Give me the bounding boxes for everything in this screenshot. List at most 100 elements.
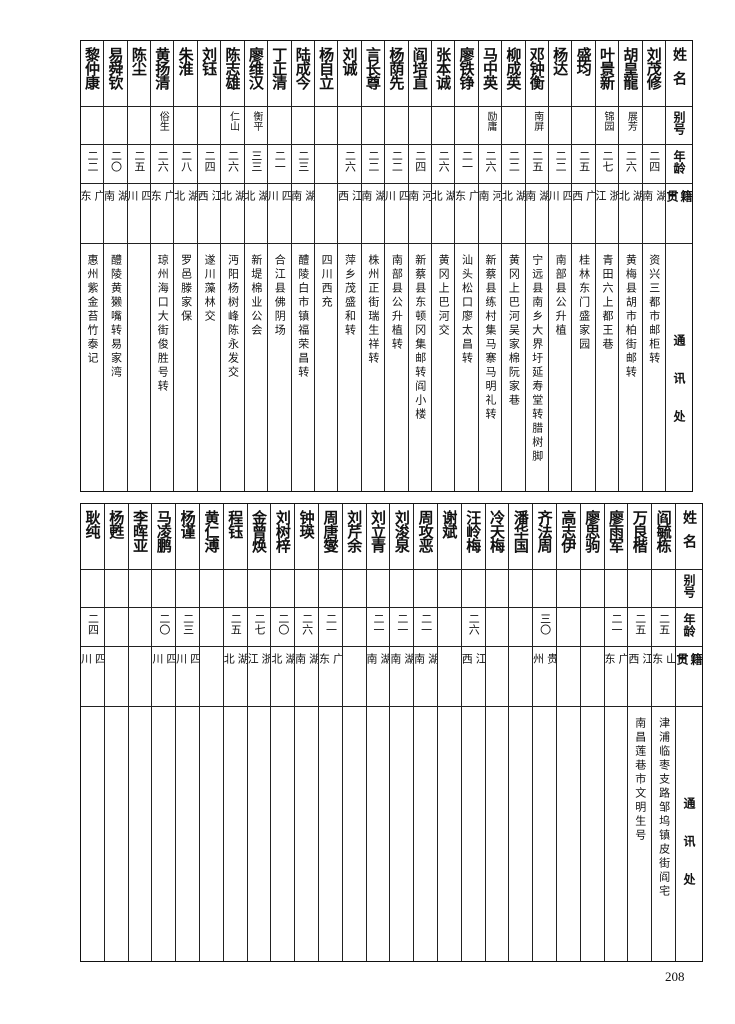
alias-cell [80, 107, 104, 145]
person-native: 湖南 [525, 190, 548, 229]
address-cell: 醴陵白市镇福荣昌转 [292, 244, 314, 491]
person-column: 廖雨军 二一 广东 [603, 504, 628, 961]
person-column: 杨荫先 二二 四川 南部县公升植转 [384, 41, 408, 491]
native-cell: 山东 [652, 647, 675, 707]
person-alias: 衡平 [250, 111, 262, 131]
name-cell: 杨谨 [176, 504, 200, 570]
person-native: 四川 [268, 190, 291, 229]
person-age: 二一 [372, 613, 386, 635]
person-name: 高志伊 [559, 510, 578, 552]
person-native: 湖南 [295, 653, 319, 692]
address-cell: 黄冈上巴河吴家棉阮家巷 [502, 244, 524, 491]
person-native: 江西 [338, 190, 361, 229]
alias-cell [548, 107, 572, 145]
person-address: 醴陵白市镇福荣昌转 [296, 254, 310, 380]
person-address: 新蔡县东顿冈集邮转阎小楼 [413, 254, 427, 422]
native-cell: 江西 [338, 184, 361, 244]
person-column: 马凌鹏 二〇 四川 [151, 504, 176, 961]
address-cell: 宁远县南乡大界圩延寿堂转腊树脚 [526, 244, 548, 491]
native-cell: 四川 [176, 647, 200, 707]
person-name: 金曾焕 [250, 510, 269, 552]
address-cell: 罗邑滕家保 [174, 244, 196, 491]
header-cell-address: 通讯处 [666, 244, 692, 491]
alias-cell [408, 107, 431, 145]
header-column: 姓名 别号 年龄 籍贯 通讯处 [675, 504, 702, 961]
person-column: 张本诚 二六 湖北 黄冈上巴河交 [430, 41, 455, 491]
person-column: 黄扬清 俗生 二六 广东 琼州海口大街俊胜号转 [150, 41, 174, 491]
native-cell: 浙江 [595, 184, 619, 244]
alias-cell [580, 570, 604, 608]
person-name: 刘芹余 [345, 510, 364, 552]
roster-table-top: 姓名 别号 年龄 籍贯 通讯处 刘茂修 二四 湖南 资兴三都市邮柜转 胡皇龍 展芳 二六 湖北 黄梅县胡市… [80, 40, 693, 492]
person-native: 河南 [408, 190, 431, 229]
name-cell: 万良楷 [628, 504, 652, 570]
alias-cell [628, 570, 652, 608]
person-column: 刘诚 二六 江西 萍乡茂盛和转 [337, 41, 361, 491]
native-cell: 四川 [152, 647, 176, 707]
person-alias: 南屏 [531, 111, 543, 131]
person-address: 萍乡茂盛和转 [343, 254, 357, 338]
person-column: 阎培直 二四 河南 新蔡县东顿冈集邮转阎小楼 [407, 41, 431, 491]
name-cell: 朱淮 [174, 41, 197, 107]
age-cell: 二五 [525, 145, 548, 184]
alias-cell [271, 570, 295, 608]
native-cell: 河南 [478, 184, 502, 244]
address-cell [248, 707, 271, 961]
address-cell [200, 707, 223, 961]
address-cell: 南部县公升植转 [385, 244, 407, 491]
person-name: 李晖亚 [131, 510, 150, 552]
address-cell: 资兴三都市邮柜转 [643, 244, 665, 491]
native-cell: 湖北 [619, 184, 642, 244]
name-cell: 邓钟衡 [525, 41, 548, 107]
age-cell: 二五 [652, 608, 675, 647]
name-cell: 阎培直 [408, 41, 431, 107]
native-cell: 江西 [461, 647, 485, 707]
native-cell: 贵州 [533, 647, 557, 707]
person-native: 广东 [604, 653, 628, 692]
alias-cell [533, 570, 557, 608]
alias-cell [485, 570, 509, 608]
person-name: 刘诚 [340, 47, 359, 75]
person-column: 陆成今 二三 湖南 醴陵白市镇福荣昌转 [290, 41, 314, 491]
person-native: 贵州 [533, 653, 557, 692]
header-label-name: 姓名 [681, 510, 697, 558]
person-name: 叶景新 [597, 47, 616, 89]
address-cell [414, 707, 437, 961]
person-age: 二一 [324, 613, 338, 635]
person-name: 黄扬清 [153, 47, 172, 89]
person-name: 刘钰 [200, 47, 219, 75]
person-column: 马中英 励庸 二六 河南 新蔡县练村集马寨马明礼转 [477, 41, 502, 491]
person-age: 二八 [179, 150, 193, 172]
address-cell [343, 707, 366, 961]
person-column: 陈志雄 仁山 二六 湖北 沔阳杨树峰陈永发交 [220, 41, 244, 491]
age-cell [557, 608, 580, 647]
alias-cell [176, 570, 200, 608]
age-cell: 二六 [431, 145, 455, 184]
address-cell [128, 244, 150, 491]
name-cell: 马中英 [478, 41, 502, 107]
native-cell: 湖南 [295, 647, 319, 707]
alias-cell [557, 570, 580, 608]
name-cell: 李晖亚 [128, 504, 152, 570]
age-cell [200, 608, 223, 647]
address-cell [533, 707, 556, 961]
person-column: 胡皇龍 展芳 二六 湖北 黄梅县胡市柏街邮转 [618, 41, 642, 491]
address-cell: 四川西充 [315, 244, 337, 491]
native-cell [128, 647, 152, 707]
address-cell [462, 707, 485, 961]
person-name: 阎毓栋 [654, 510, 673, 552]
person-column: 阎毓栋 二五 山东 津浦临枣支路邹坞镇皮街阎宅 [651, 504, 675, 961]
person-address: 黄冈上巴河交 [437, 254, 451, 338]
address-cell: 新蔡县东顿冈集邮转阎小楼 [409, 244, 431, 491]
person-age: 二〇 [109, 150, 123, 172]
name-cell: 杨达 [548, 41, 572, 107]
address-cell: 株州正街瑞生祥转 [362, 244, 384, 491]
native-cell: 江西 [197, 184, 221, 244]
person-native: 广东 [151, 190, 174, 229]
alias-cell: 展芳 [619, 107, 642, 145]
person-column: 黎仲康 二二 广东 惠州紫金苔竹泰记 [80, 41, 104, 491]
name-cell: 陈志雄 [221, 41, 244, 107]
person-address: 南部县公升植转 [390, 254, 404, 352]
native-cell: 四川 [548, 184, 572, 244]
person-name: 易舜钦 [106, 47, 125, 89]
